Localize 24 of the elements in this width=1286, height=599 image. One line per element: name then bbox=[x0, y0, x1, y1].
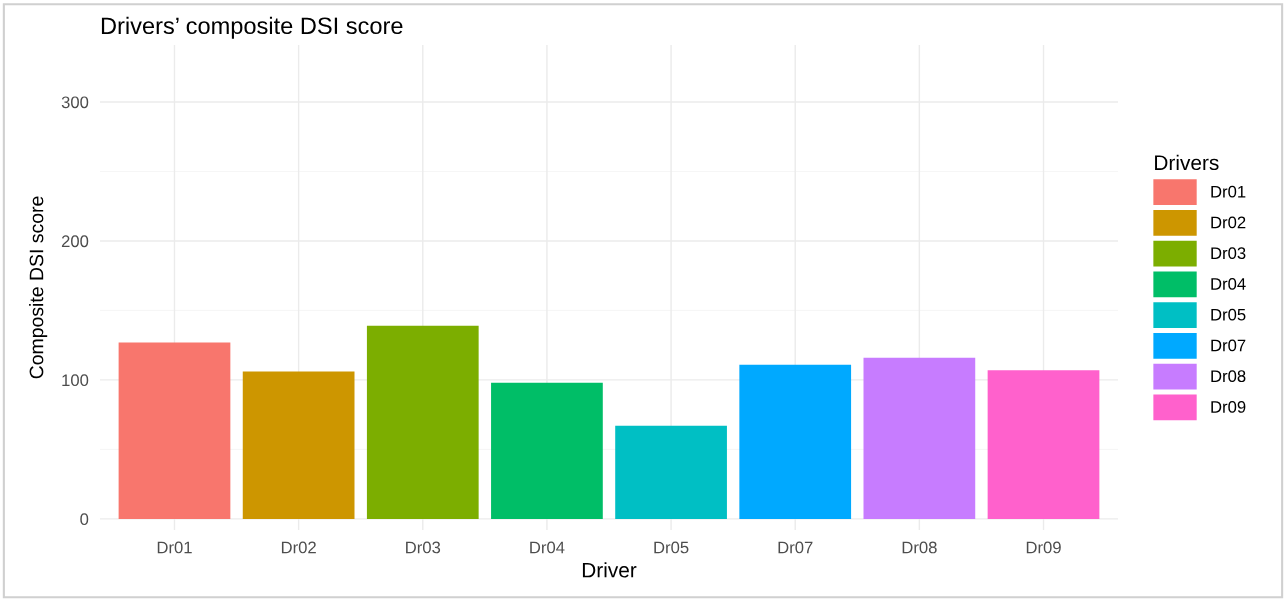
x-tick-label: Dr07 bbox=[778, 541, 813, 554]
legend-label: Dr04 bbox=[1211, 277, 1246, 290]
chart-title: Drivers’ composite DSI score bbox=[101, 16, 403, 39]
x-tick-label: Dr05 bbox=[654, 541, 689, 554]
y-tick-label: 0 bbox=[80, 513, 89, 526]
x-tick-label: Dr08 bbox=[902, 541, 937, 554]
y-axis-title: Composite DSI score bbox=[29, 196, 48, 379]
legend-label: Dr09 bbox=[1211, 400, 1246, 413]
y-tick-label: 300 bbox=[61, 96, 89, 109]
legend-label: Dr07 bbox=[1211, 339, 1246, 352]
y-tick-label: 100 bbox=[62, 374, 89, 387]
legend-label: Dr02 bbox=[1211, 216, 1246, 229]
y-tick-label: 200 bbox=[61, 235, 89, 248]
x-axis-title: Driver bbox=[582, 562, 637, 578]
x-tick-label: Dr03 bbox=[406, 541, 441, 554]
x-tick-label: Dr01 bbox=[157, 541, 192, 554]
legend-title: Drivers bbox=[1155, 154, 1219, 171]
x-tick-label: Dr09 bbox=[1026, 541, 1061, 554]
x-tick-label: Dr04 bbox=[530, 541, 565, 554]
legend-label: Dr05 bbox=[1211, 308, 1246, 321]
legend-label: Dr03 bbox=[1211, 247, 1246, 260]
legend-label: Dr08 bbox=[1211, 370, 1246, 383]
x-tick-label: Dr02 bbox=[281, 541, 316, 554]
legend-label: Dr01 bbox=[1211, 185, 1246, 198]
